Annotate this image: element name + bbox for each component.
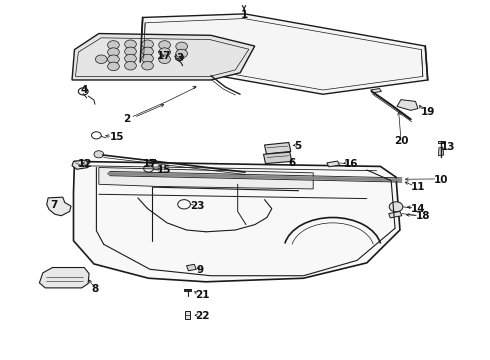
Polygon shape	[438, 141, 445, 143]
Text: 14: 14	[411, 203, 425, 213]
Polygon shape	[185, 311, 191, 319]
Circle shape	[124, 40, 136, 49]
Text: 11: 11	[411, 182, 425, 192]
Circle shape	[96, 55, 107, 64]
Text: 15: 15	[157, 165, 172, 175]
Circle shape	[124, 54, 136, 63]
Circle shape	[142, 47, 153, 56]
Circle shape	[124, 47, 136, 56]
Polygon shape	[39, 267, 89, 288]
Text: 22: 22	[196, 311, 210, 321]
Polygon shape	[264, 152, 292, 163]
Circle shape	[142, 54, 153, 63]
Text: 5: 5	[294, 141, 301, 151]
Circle shape	[108, 55, 119, 64]
Text: 1: 1	[241, 10, 247, 20]
Text: 21: 21	[196, 290, 210, 300]
Polygon shape	[47, 197, 71, 216]
Text: 16: 16	[343, 159, 358, 169]
Circle shape	[176, 42, 188, 51]
Polygon shape	[72, 160, 88, 169]
Polygon shape	[187, 264, 196, 271]
Text: 17: 17	[143, 159, 157, 169]
Circle shape	[159, 55, 171, 64]
Text: 2: 2	[123, 113, 130, 123]
Circle shape	[108, 41, 119, 49]
Polygon shape	[389, 211, 402, 218]
Polygon shape	[439, 147, 444, 156]
Circle shape	[147, 159, 157, 166]
Polygon shape	[74, 161, 400, 282]
Circle shape	[142, 62, 153, 70]
Text: 6: 6	[289, 158, 296, 168]
Text: 7: 7	[50, 200, 58, 210]
Circle shape	[94, 151, 104, 158]
Text: 13: 13	[441, 142, 455, 152]
Circle shape	[142, 40, 153, 49]
Text: 23: 23	[191, 201, 205, 211]
Polygon shape	[140, 14, 428, 94]
Circle shape	[108, 62, 119, 71]
Circle shape	[389, 202, 403, 212]
Text: 12: 12	[78, 159, 93, 169]
Text: 8: 8	[92, 284, 99, 294]
Polygon shape	[107, 170, 110, 176]
Text: 19: 19	[420, 107, 435, 117]
Circle shape	[108, 48, 119, 57]
Text: 17: 17	[157, 51, 172, 61]
Circle shape	[124, 62, 136, 70]
Text: 9: 9	[196, 265, 203, 275]
Text: 20: 20	[393, 136, 408, 146]
Circle shape	[159, 41, 171, 49]
Text: 4: 4	[80, 85, 88, 95]
Text: 15: 15	[110, 132, 124, 142]
Polygon shape	[397, 100, 418, 111]
Polygon shape	[184, 289, 192, 292]
Text: 10: 10	[434, 175, 448, 185]
Polygon shape	[327, 161, 340, 167]
Polygon shape	[371, 89, 381, 93]
Circle shape	[176, 49, 188, 58]
Polygon shape	[265, 143, 291, 154]
Polygon shape	[99, 167, 313, 189]
Text: 3: 3	[176, 53, 183, 63]
Circle shape	[159, 48, 171, 57]
Text: 18: 18	[416, 211, 430, 221]
Polygon shape	[72, 33, 255, 80]
